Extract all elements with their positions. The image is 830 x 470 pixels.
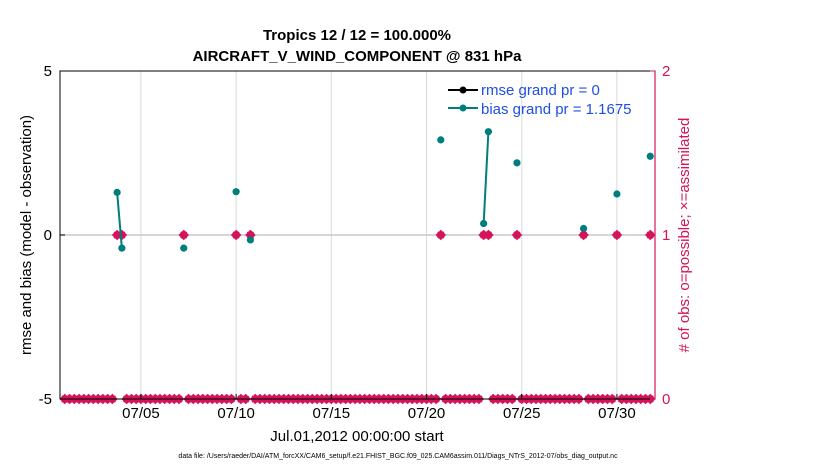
- obs-assimilated-marker: [513, 231, 521, 239]
- legend: rmse grand pr = 0 bias grand pr = 1.1675: [448, 82, 632, 118]
- y-right-tick-label: 1: [662, 227, 670, 244]
- obs-assimilated-marker: [437, 231, 445, 239]
- bias-line-segment: [482, 131, 490, 224]
- bias-point: [437, 136, 445, 144]
- bias-point: [613, 190, 621, 198]
- obs-assimilated-marker: [484, 231, 492, 239]
- bias-line-segment: [116, 192, 123, 249]
- bias-point: [232, 188, 240, 196]
- y-left-tick-label: 0: [44, 227, 52, 244]
- x-tick-label: 07/20: [408, 405, 446, 422]
- x-tick-label: 07/05: [122, 405, 160, 422]
- y-right-tick-label: 2: [662, 63, 670, 80]
- obs-assimilated-marker: [232, 231, 240, 239]
- bias-point: [646, 152, 654, 160]
- obs-count-one: [578, 229, 589, 241]
- x-axis-label: Jul.01,2012 00:00:00 start: [270, 428, 444, 445]
- obs-count-one: [230, 229, 242, 241]
- bias-point: [484, 128, 492, 136]
- obs-count-one: [483, 229, 494, 241]
- bias-point: [513, 159, 521, 167]
- bias-point: [113, 188, 121, 196]
- x-tick-label: 07/30: [598, 405, 636, 422]
- obs-assimilated-marker: [613, 231, 621, 239]
- chart-title-line2: AIRCRAFT_V_WIND_COMPONENT @ 831 hPa: [193, 48, 523, 65]
- bias-point: [246, 236, 254, 244]
- legend-bias-marker: [459, 104, 467, 112]
- legend-rmse-label: rmse grand pr = 0: [481, 82, 600, 99]
- obs-count-one: [178, 229, 190, 241]
- legend-bias-label: bias grand pr = 1.1675: [481, 101, 632, 118]
- chart-title-line1: Tropics 12 / 12 = 100.000%: [263, 27, 451, 44]
- obs-count-one: [511, 229, 523, 241]
- bias-point: [180, 244, 188, 252]
- obs-assimilated-marker: [180, 231, 188, 239]
- footnote: data file: /Users/raeder/DAI/ATM_forcXX/…: [178, 453, 618, 460]
- bias-point: [118, 244, 126, 252]
- x-tick-label: 07/15: [313, 405, 351, 422]
- x-tick-label: 07/25: [503, 405, 541, 422]
- obs-count-one: [611, 229, 623, 241]
- y-left-tick-label: -5: [39, 391, 52, 408]
- y-axis-left-label: rmse and bias (model - observation): [18, 115, 35, 355]
- obs-assimilated-marker: [580, 231, 588, 239]
- legend-rmse-marker: [459, 86, 467, 94]
- bias-point: [480, 219, 488, 228]
- axis-layer: 07/05 07/10 07/15 07/20 07/25 07/30 -5 0 5 0 1 2: [39, 63, 671, 422]
- grid-layer: [60, 71, 655, 399]
- bias-point: [580, 224, 588, 233]
- x-tick-label: 07/10: [217, 405, 255, 422]
- y-right-tick-label: 0: [662, 391, 670, 408]
- data-layer: [59, 128, 656, 405]
- y-axis-right-label: # of obs: o=possible; ×=assimilated: [676, 118, 693, 353]
- y-left-tick-label: 5: [44, 63, 52, 80]
- obs-count-one: [435, 229, 447, 241]
